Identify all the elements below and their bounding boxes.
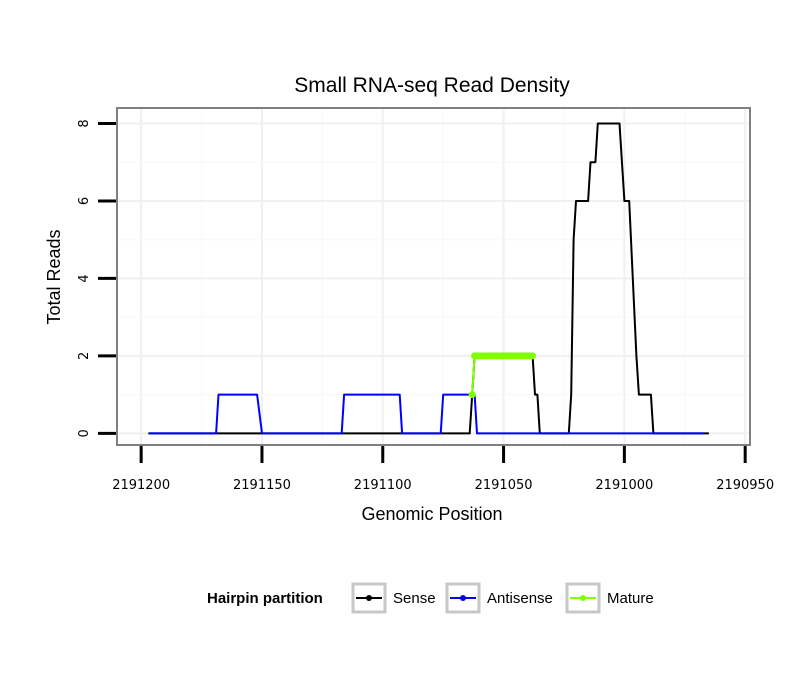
plot-frame (116, 107, 751, 446)
x-tick-label: 2191100 (354, 478, 412, 493)
y-tick-label: 2 (77, 352, 92, 360)
legend-label-mature: Mature (607, 590, 654, 607)
legend-dot-sense (366, 595, 372, 601)
x-axis-label: Genomic Position (361, 504, 502, 524)
grid-lines (117, 108, 750, 445)
point-mature (529, 352, 537, 360)
y-tick-label: 6 (77, 197, 92, 205)
x-tick-label: 2190950 (716, 478, 774, 493)
x-tick-label: 2191150 (233, 478, 291, 493)
x-tick-label: 2191000 (595, 478, 653, 493)
axes: 2191200 2191150 2191100 2191050 2191000 21909… (77, 119, 774, 493)
y-tick-label: 8 (77, 119, 92, 127)
x-tick-label: 2191200 (112, 478, 170, 493)
y-tick-label: 0 (77, 429, 92, 437)
legend: Hairpin partition Sense Antisense Mature (207, 582, 654, 614)
series-lines (148, 122, 709, 435)
series-line-antisense (148, 393, 705, 435)
point-mature (468, 391, 476, 399)
y-axis-label: Total Reads (44, 229, 64, 324)
x-tick-label: 2191050 (475, 478, 533, 493)
legend-label-antisense: Antisense (487, 590, 553, 607)
legend-dot-antisense (460, 595, 466, 601)
y-tick-label: 4 (77, 274, 92, 282)
chart-title: Small RNA-seq Read Density (294, 74, 570, 97)
legend-title: Hairpin partition (207, 590, 323, 607)
legend-dot-mature (580, 595, 586, 601)
series-line-mature (471, 354, 533, 395)
legend-label-sense: Sense (393, 590, 436, 607)
